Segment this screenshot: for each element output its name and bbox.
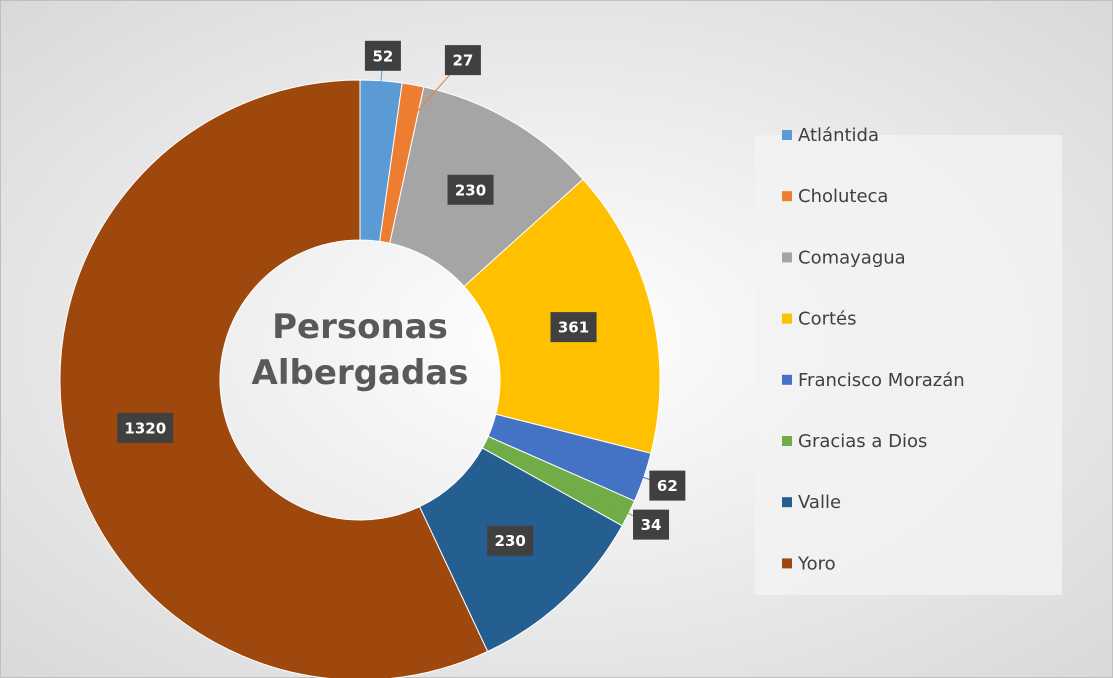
legend-swatch [782, 436, 792, 446]
legend-swatch [782, 191, 792, 202]
legend-swatch [782, 130, 792, 140]
data-label: 230 [495, 532, 526, 550]
data-label: 62 [657, 477, 678, 495]
legend-label: Gracias a Dios [798, 431, 927, 452]
legend-label: Cortés [798, 309, 857, 330]
data-label-box [117, 412, 174, 443]
legend-box [755, 135, 1062, 595]
data-label-box [447, 174, 494, 205]
legend-label: Francisco Morazán [798, 370, 965, 391]
legend-label: Yoro [797, 553, 836, 574]
data-label-box [444, 45, 481, 76]
legend-swatch [782, 558, 792, 569]
chart-title: Personas Albergadas [251, 307, 469, 393]
data-label: 34 [641, 516, 662, 534]
legend-label: Atlántida [798, 125, 879, 146]
data-label: 1320 [124, 419, 166, 437]
data-label-box [487, 525, 534, 556]
data-label-box [633, 509, 670, 540]
legend-label: Comayagua [798, 247, 906, 268]
legend-swatch [782, 497, 792, 508]
legend-label: Valle [798, 492, 841, 513]
legend-swatch [782, 313, 792, 324]
data-label: 52 [372, 47, 393, 65]
donut-slice [59, 79, 489, 678]
legend-swatch [782, 374, 792, 385]
data-label: 230 [455, 181, 486, 199]
data-label: 27 [452, 52, 473, 70]
data-label: 361 [558, 319, 589, 337]
legend-label: Choluteca [798, 186, 888, 207]
data-label-box [550, 312, 597, 343]
legend-swatch [782, 252, 792, 263]
data-label-box [649, 470, 686, 501]
data-label-box [364, 40, 401, 71]
